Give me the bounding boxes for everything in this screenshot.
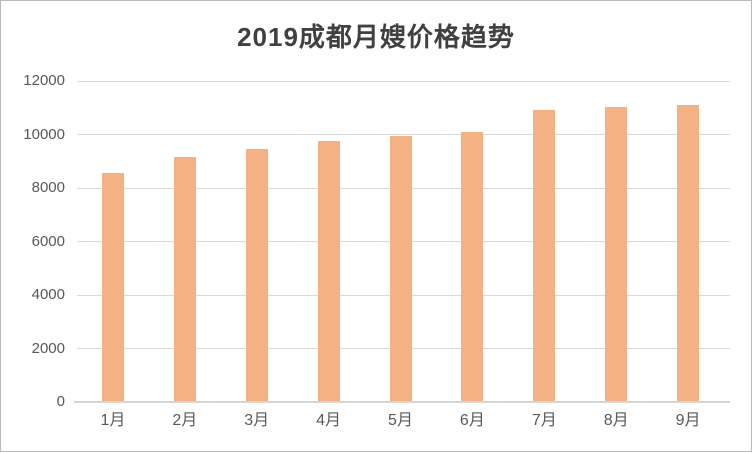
- gridline: [77, 80, 730, 82]
- y-axis-tick-label: 10000: [23, 125, 65, 143]
- y-axis-tick-label: 6000: [31, 232, 65, 250]
- bar: [317, 141, 340, 402]
- bar: [677, 105, 700, 402]
- y-axis-tick-label: 0: [56, 393, 65, 410]
- x-axis-tick-label: 2月: [172, 412, 198, 429]
- x-axis-tick-label: 6月: [459, 412, 485, 429]
- bar: [101, 173, 124, 402]
- x-axis-tick-label: 7月: [531, 412, 557, 429]
- bar: [533, 110, 556, 402]
- x-axis-tick-label: 4月: [316, 412, 342, 429]
- gridline: [77, 134, 730, 135]
- bar: [173, 156, 196, 402]
- x-axis-tick-label: 8月: [603, 412, 629, 429]
- y-axis-tick-label: 2000: [31, 339, 65, 357]
- bar: [461, 131, 484, 402]
- x-axis-tick-label: 1月: [100, 412, 126, 429]
- x-axis-line: [74, 401, 730, 403]
- x-axis-tick-label: 3月: [244, 412, 270, 429]
- y-axis-tick-label: 4000: [31, 286, 65, 303]
- bar: [605, 106, 628, 402]
- chart-title: 2019成都月嫂价格趋势: [237, 22, 515, 52]
- x-axis-tick-label: 5月: [388, 412, 413, 429]
- bar: [389, 135, 412, 402]
- x-axis-tick-label: 9月: [675, 412, 701, 429]
- y-axis-tick-label: 12000: [23, 72, 65, 89]
- y-axis-tick-label: 8000: [31, 179, 65, 196]
- bar: [245, 148, 268, 402]
